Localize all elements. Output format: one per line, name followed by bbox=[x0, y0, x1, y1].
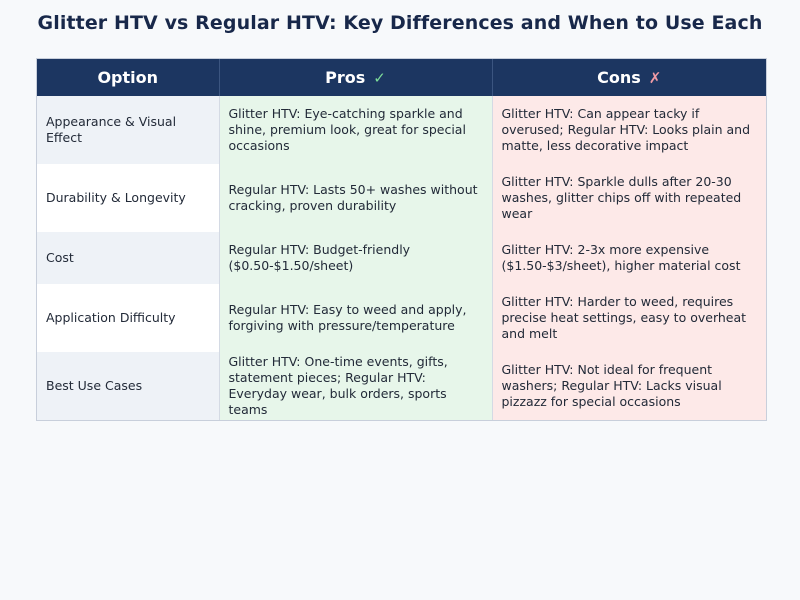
cons-cell: Glitter HTV: 2-3x more expensive ($1.50-… bbox=[492, 232, 766, 284]
header-option: Option bbox=[37, 59, 220, 96]
pros-cell: Glitter HTV: Eye-catching sparkle and sh… bbox=[219, 96, 493, 164]
table-row: Application Difficulty Regular HTV: Easy… bbox=[37, 284, 766, 352]
pros-cell: Regular HTV: Budget-friendly ($0.50-$1.5… bbox=[219, 232, 493, 284]
cons-cell: Glitter HTV: Can appear tacky if overuse… bbox=[492, 96, 766, 164]
cons-cell: Glitter HTV: Not ideal for frequent wash… bbox=[492, 352, 766, 420]
header-cons-label: Cons bbox=[597, 68, 641, 87]
cross-icon: ✗ bbox=[648, 69, 662, 87]
table-row: Durability & Longevity Regular HTV: Last… bbox=[37, 164, 766, 232]
cons-cell: Glitter HTV: Sparkle dulls after 20-30 w… bbox=[492, 164, 766, 232]
table-row: Best Use Cases Glitter HTV: One-time eve… bbox=[37, 352, 766, 420]
pros-cell: Regular HTV: Easy to weed and apply, for… bbox=[219, 284, 493, 352]
pros-cell: Regular HTV: Lasts 50+ washes without cr… bbox=[219, 164, 493, 232]
table-row: Cost Regular HTV: Budget-friendly ($0.50… bbox=[37, 232, 766, 284]
header-option-label: Option bbox=[97, 68, 159, 87]
option-cell: Durability & Longevity bbox=[37, 164, 220, 232]
option-cell: Cost bbox=[37, 232, 220, 284]
header-pros: Pros ✓ bbox=[219, 59, 493, 96]
option-cell: Application Difficulty bbox=[37, 284, 220, 352]
option-cell: Appearance & Visual Effect bbox=[37, 96, 220, 164]
check-icon: ✓ bbox=[373, 69, 386, 87]
header-pros-label: Pros bbox=[325, 68, 366, 87]
cons-cell: Glitter HTV: Harder to weed, requires pr… bbox=[492, 284, 766, 352]
comparison-table: Option Pros ✓ Cons ✗ Appearance & Visual E… bbox=[36, 58, 767, 421]
table-row: Appearance & Visual Effect Glitter HTV: … bbox=[37, 96, 766, 164]
page-title: Glitter HTV vs Regular HTV: Key Differen… bbox=[37, 12, 763, 34]
table-header-row: Option Pros ✓ Cons ✗ bbox=[37, 59, 766, 96]
header-cons: Cons ✗ bbox=[492, 59, 766, 96]
pros-cell: Glitter HTV: One-time events, gifts, sta… bbox=[219, 352, 493, 420]
option-cell: Best Use Cases bbox=[37, 352, 220, 420]
